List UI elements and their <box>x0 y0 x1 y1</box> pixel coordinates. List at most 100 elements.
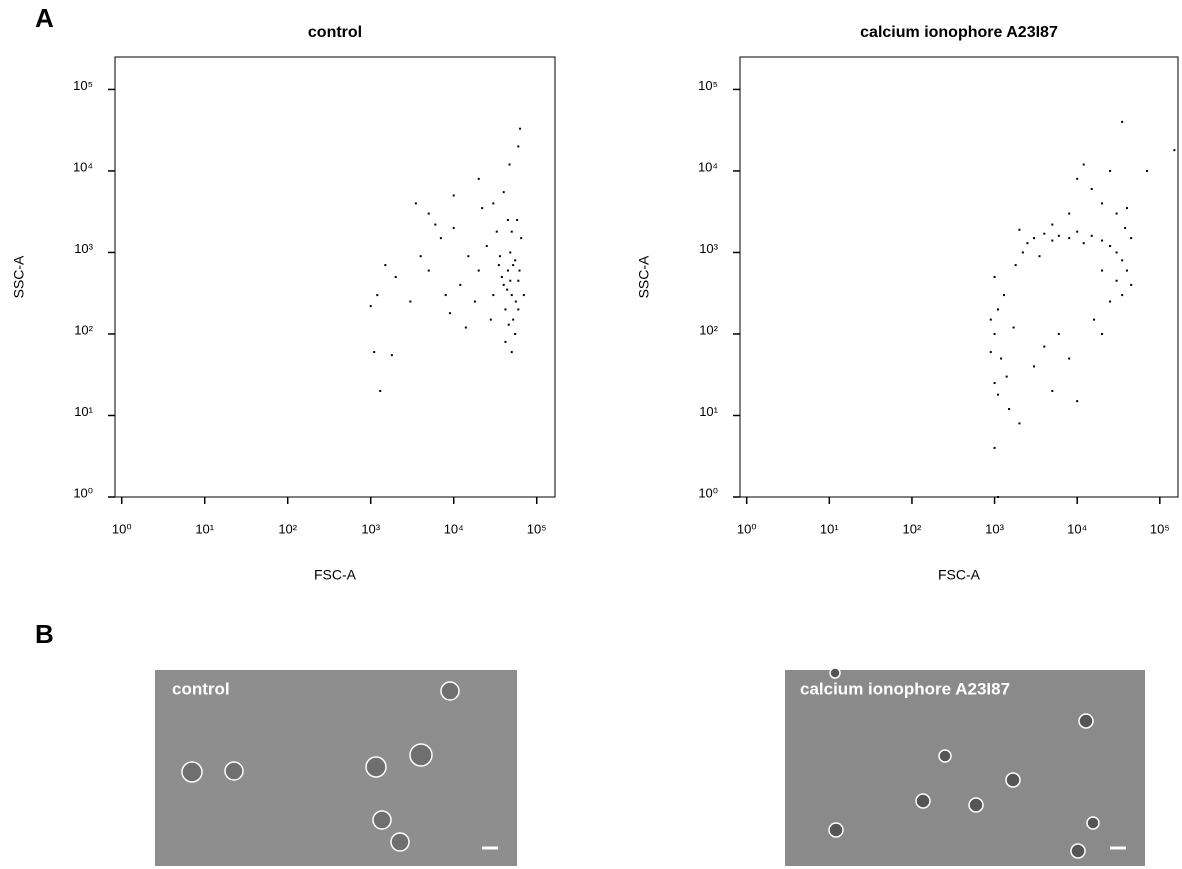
point <box>1109 245 1112 248</box>
point <box>414 202 417 205</box>
point <box>514 300 517 303</box>
x-tick-label: 10⁵ <box>527 521 547 536</box>
y-tick-label: 10⁰ <box>73 485 93 500</box>
point <box>522 294 525 297</box>
y-axis-label: SSC-A <box>11 255 27 298</box>
point <box>1101 239 1104 242</box>
point <box>1051 239 1054 242</box>
y-tick-label: 10⁰ <box>698 485 718 500</box>
point <box>1068 212 1071 215</box>
point <box>512 264 515 267</box>
point <box>1109 169 1112 172</box>
point <box>467 255 470 258</box>
chart-title: calcium ionophore A23I87 <box>860 24 1058 41</box>
image-label: control <box>172 679 230 698</box>
point <box>439 237 442 240</box>
point <box>1008 408 1011 411</box>
point <box>384 264 387 267</box>
point <box>996 308 999 311</box>
point <box>518 269 521 272</box>
y-axis-label: SSC-A <box>636 255 652 298</box>
x-tick-label: 10³ <box>985 521 1004 536</box>
point <box>1124 226 1127 229</box>
point <box>409 300 412 303</box>
x-tick-label: 10² <box>903 521 922 536</box>
point <box>1121 294 1124 297</box>
x-tick-label: 10¹ <box>820 521 839 536</box>
point <box>473 300 476 303</box>
point <box>1076 230 1079 233</box>
point <box>498 255 501 258</box>
point <box>1115 251 1118 254</box>
point <box>1068 237 1071 240</box>
point <box>369 305 372 308</box>
y-tick-label: 10² <box>74 322 93 337</box>
point <box>1082 242 1085 245</box>
point <box>517 145 520 148</box>
point <box>1146 169 1149 172</box>
point <box>427 269 430 272</box>
point <box>989 351 992 354</box>
point <box>1121 120 1124 123</box>
point <box>1068 357 1071 360</box>
x-tick-label: 10⁵ <box>1150 521 1170 536</box>
point <box>394 276 397 278</box>
point <box>427 212 430 215</box>
point <box>1090 188 1093 191</box>
x-axis-label: FSC-A <box>938 567 981 583</box>
image-background <box>785 670 1145 866</box>
point <box>520 237 523 240</box>
y-tick-label: 10¹ <box>699 404 718 419</box>
point <box>514 259 517 262</box>
point <box>1101 269 1104 272</box>
point <box>510 351 513 354</box>
point <box>444 294 447 297</box>
point <box>452 226 455 229</box>
point <box>1018 228 1021 231</box>
y-tick-label: 10² <box>699 322 718 337</box>
point <box>500 276 503 278</box>
point <box>502 283 505 286</box>
y-tick-label: 10¹ <box>74 404 93 419</box>
point <box>1125 207 1128 210</box>
point <box>390 354 393 357</box>
point <box>1051 223 1054 226</box>
point <box>996 496 999 498</box>
point <box>485 245 488 248</box>
point <box>509 251 512 254</box>
point <box>517 308 520 311</box>
cells <box>181 681 460 852</box>
point <box>452 194 455 197</box>
point <box>1130 283 1133 286</box>
point <box>459 283 462 286</box>
y-tick-label: 10⁵ <box>698 78 718 93</box>
point <box>1000 357 1003 360</box>
point <box>506 219 509 222</box>
point <box>504 340 507 343</box>
point <box>1093 318 1096 321</box>
point <box>507 323 510 326</box>
point <box>502 191 505 194</box>
x-tick-label: 10² <box>278 521 297 536</box>
point <box>1018 422 1021 425</box>
point <box>477 177 480 180</box>
point <box>489 318 492 321</box>
point <box>519 127 522 130</box>
micrograph: calcium ionophore A23I87 <box>785 667 1145 866</box>
point <box>993 446 996 449</box>
chart-title: control <box>308 24 362 41</box>
y-tick-label: 10⁴ <box>73 159 93 174</box>
point <box>509 279 512 282</box>
image-label: calcium ionophore A23I87 <box>800 679 1010 698</box>
x-tick-label: 10⁴ <box>444 521 464 536</box>
point <box>1109 300 1112 303</box>
cells <box>828 667 1100 859</box>
point <box>1014 264 1017 267</box>
point <box>376 294 379 297</box>
point <box>1002 294 1005 297</box>
point <box>1130 237 1133 240</box>
point <box>1038 255 1041 258</box>
point <box>993 332 996 335</box>
panel-label: B <box>35 619 54 649</box>
